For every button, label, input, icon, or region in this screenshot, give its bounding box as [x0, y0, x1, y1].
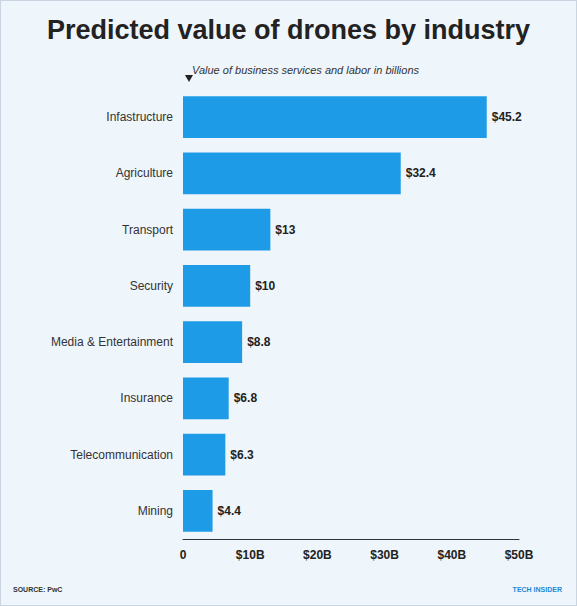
- svg-text:$6.3: $6.3: [230, 448, 254, 462]
- svg-text:Predicted value of drones by i: Predicted value of drones by industry: [47, 15, 530, 45]
- svg-text:$32.4: $32.4: [406, 166, 436, 180]
- svg-text:Telecommunication: Telecommunication: [70, 448, 173, 462]
- svg-text:SOURCE: PwC: SOURCE: PwC: [13, 586, 62, 593]
- svg-text:$50B: $50B: [505, 548, 534, 562]
- svg-text:0: 0: [180, 548, 187, 562]
- svg-text:$30B: $30B: [370, 548, 399, 562]
- svg-text:$45.2: $45.2: [492, 110, 522, 124]
- svg-text:$8.8: $8.8: [247, 335, 271, 349]
- svg-text:$10B: $10B: [236, 548, 265, 562]
- svg-text:Media & Entertainment: Media & Entertainment: [51, 335, 174, 349]
- svg-text:$40B: $40B: [437, 548, 466, 562]
- svg-text:Insurance: Insurance: [120, 391, 173, 405]
- svg-text:Security: Security: [130, 279, 173, 293]
- svg-text:$6.8: $6.8: [234, 391, 258, 405]
- svg-text:$13: $13: [275, 223, 295, 237]
- svg-text:$4.4: $4.4: [218, 504, 242, 518]
- svg-text:Agriculture: Agriculture: [116, 166, 174, 180]
- svg-text:$10: $10: [255, 279, 275, 293]
- svg-text:TECH INSIDER: TECH INSIDER: [513, 586, 562, 593]
- svg-text:$20B: $20B: [303, 548, 332, 562]
- svg-text:Value of business services and: Value of business services and labor in …: [192, 64, 420, 76]
- svg-text:Mining: Mining: [138, 504, 173, 518]
- svg-text:Transport: Transport: [122, 223, 174, 237]
- svg-text:Infastructure: Infastructure: [106, 110, 173, 124]
